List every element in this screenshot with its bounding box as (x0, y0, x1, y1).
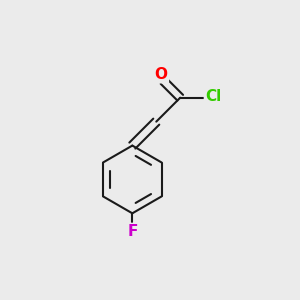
Text: F: F (127, 224, 137, 239)
Text: Cl: Cl (205, 89, 221, 104)
Text: O: O (154, 67, 168, 82)
